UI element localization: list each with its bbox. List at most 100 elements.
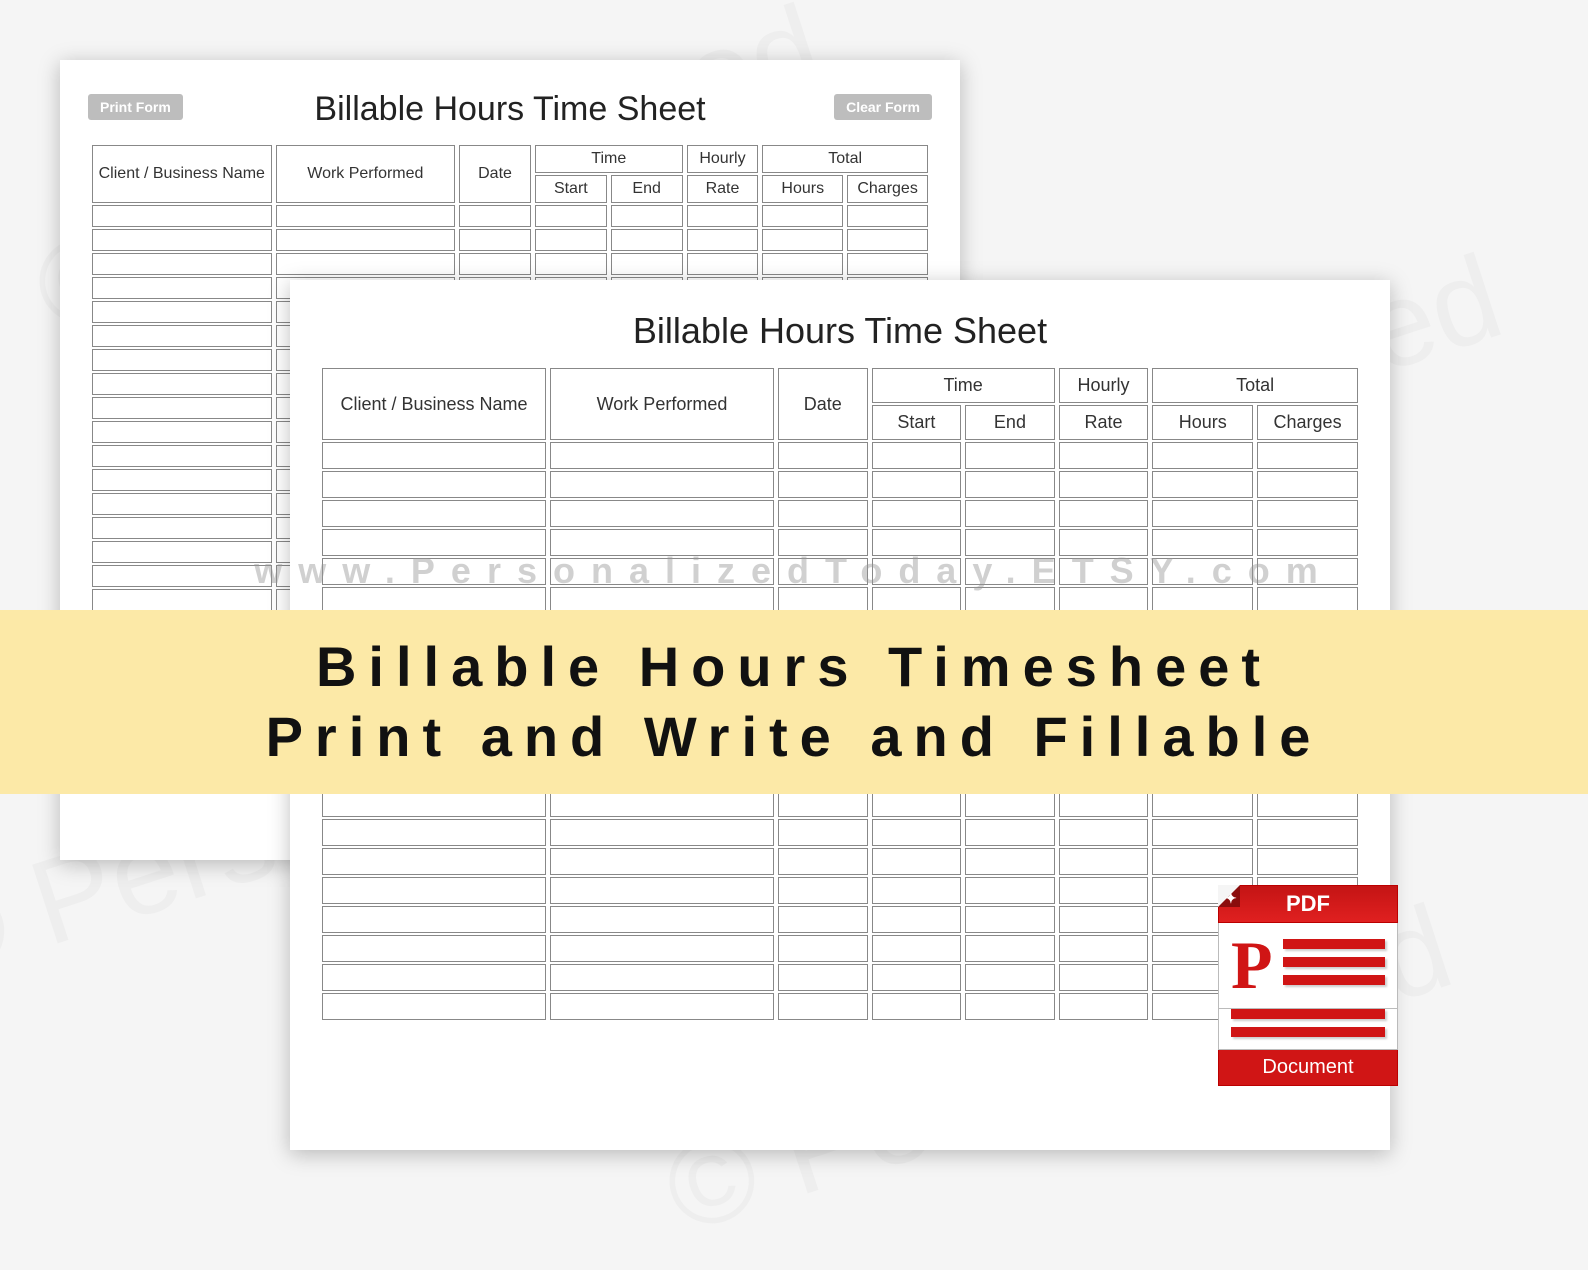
table-cell[interactable] (1059, 442, 1149, 469)
table-cell[interactable] (550, 790, 774, 817)
table-cell[interactable] (611, 253, 683, 275)
table-cell[interactable] (459, 253, 531, 275)
table-cell[interactable] (1257, 471, 1358, 498)
table-cell[interactable] (611, 205, 683, 227)
clear-form-button[interactable]: Clear Form (834, 94, 932, 120)
table-cell[interactable] (1059, 500, 1149, 527)
table-cell[interactable] (872, 500, 962, 527)
table-cell[interactable] (322, 471, 546, 498)
table-cell[interactable] (276, 253, 456, 275)
table-cell[interactable] (92, 277, 272, 299)
table-cell[interactable] (1059, 935, 1149, 962)
table-cell[interactable] (778, 964, 868, 991)
table-cell[interactable] (965, 964, 1055, 991)
table-cell[interactable] (1257, 500, 1358, 527)
table-cell[interactable] (778, 935, 868, 962)
table-cell[interactable] (1059, 790, 1149, 817)
table-cell[interactable] (1059, 877, 1149, 904)
table-cell[interactable] (965, 993, 1055, 1020)
table-cell[interactable] (872, 471, 962, 498)
table-cell[interactable] (550, 442, 774, 469)
table-cell[interactable] (778, 819, 868, 846)
table-cell[interactable] (92, 325, 272, 347)
table-cell[interactable] (872, 819, 962, 846)
table-cell[interactable] (550, 471, 774, 498)
table-cell[interactable] (687, 229, 759, 251)
table-cell[interactable] (92, 469, 272, 491)
table-row[interactable] (322, 442, 1358, 469)
table-cell[interactable] (1152, 819, 1253, 846)
table-cell[interactable] (872, 442, 962, 469)
table-cell[interactable] (459, 229, 531, 251)
table-cell[interactable] (762, 229, 843, 251)
table-cell[interactable] (965, 848, 1055, 875)
table-cell[interactable] (1059, 848, 1149, 875)
table-cell[interactable] (550, 848, 774, 875)
table-cell[interactable] (92, 349, 272, 371)
table-cell[interactable] (322, 906, 546, 933)
table-cell[interactable] (847, 229, 928, 251)
table-cell[interactable] (459, 205, 531, 227)
table-cell[interactable] (1257, 819, 1358, 846)
table-cell[interactable] (847, 205, 928, 227)
table-row[interactable] (322, 500, 1358, 527)
table-cell[interactable] (92, 493, 272, 515)
table-cell[interactable] (847, 253, 928, 275)
table-cell[interactable] (535, 229, 607, 251)
table-cell[interactable] (762, 205, 843, 227)
table-cell[interactable] (1152, 500, 1253, 527)
table-cell[interactable] (1152, 442, 1253, 469)
table-cell[interactable] (1059, 964, 1149, 991)
table-cell[interactable] (778, 877, 868, 904)
table-cell[interactable] (872, 848, 962, 875)
table-cell[interactable] (1152, 790, 1253, 817)
table-cell[interactable] (965, 442, 1055, 469)
table-cell[interactable] (762, 253, 843, 275)
table-cell[interactable] (550, 935, 774, 962)
table-cell[interactable] (276, 229, 456, 251)
table-cell[interactable] (872, 935, 962, 962)
table-cell[interactable] (1152, 848, 1253, 875)
table-cell[interactable] (322, 877, 546, 904)
table-row[interactable] (322, 993, 1358, 1020)
table-cell[interactable] (965, 819, 1055, 846)
table-cell[interactable] (322, 964, 546, 991)
table-cell[interactable] (322, 442, 546, 469)
table-cell[interactable] (778, 500, 868, 527)
table-cell[interactable] (778, 471, 868, 498)
table-cell[interactable] (872, 906, 962, 933)
table-cell[interactable] (550, 964, 774, 991)
table-cell[interactable] (965, 471, 1055, 498)
table-cell[interactable] (1257, 442, 1358, 469)
table-row[interactable] (322, 906, 1358, 933)
table-cell[interactable] (872, 964, 962, 991)
table-cell[interactable] (778, 848, 868, 875)
table-cell[interactable] (92, 517, 272, 539)
table-row[interactable] (92, 229, 928, 251)
table-cell[interactable] (550, 819, 774, 846)
table-row[interactable] (322, 935, 1358, 962)
table-cell[interactable] (778, 993, 868, 1020)
table-cell[interactable] (1059, 906, 1149, 933)
table-cell[interactable] (1152, 471, 1253, 498)
table-cell[interactable] (965, 790, 1055, 817)
table-cell[interactable] (965, 877, 1055, 904)
table-cell[interactable] (965, 906, 1055, 933)
table-cell[interactable] (778, 790, 868, 817)
table-cell[interactable] (550, 500, 774, 527)
table-cell[interactable] (92, 205, 272, 227)
table-cell[interactable] (778, 442, 868, 469)
table-cell[interactable] (276, 205, 456, 227)
table-cell[interactable] (92, 229, 272, 251)
table-cell[interactable] (550, 993, 774, 1020)
table-row[interactable] (322, 877, 1358, 904)
table-cell[interactable] (322, 500, 546, 527)
table-cell[interactable] (965, 935, 1055, 962)
table-cell[interactable] (872, 790, 962, 817)
table-cell[interactable] (92, 421, 272, 443)
table-cell[interactable] (1059, 471, 1149, 498)
table-cell[interactable] (322, 935, 546, 962)
table-cell[interactable] (687, 205, 759, 227)
table-cell[interactable] (322, 790, 546, 817)
table-cell[interactable] (778, 906, 868, 933)
